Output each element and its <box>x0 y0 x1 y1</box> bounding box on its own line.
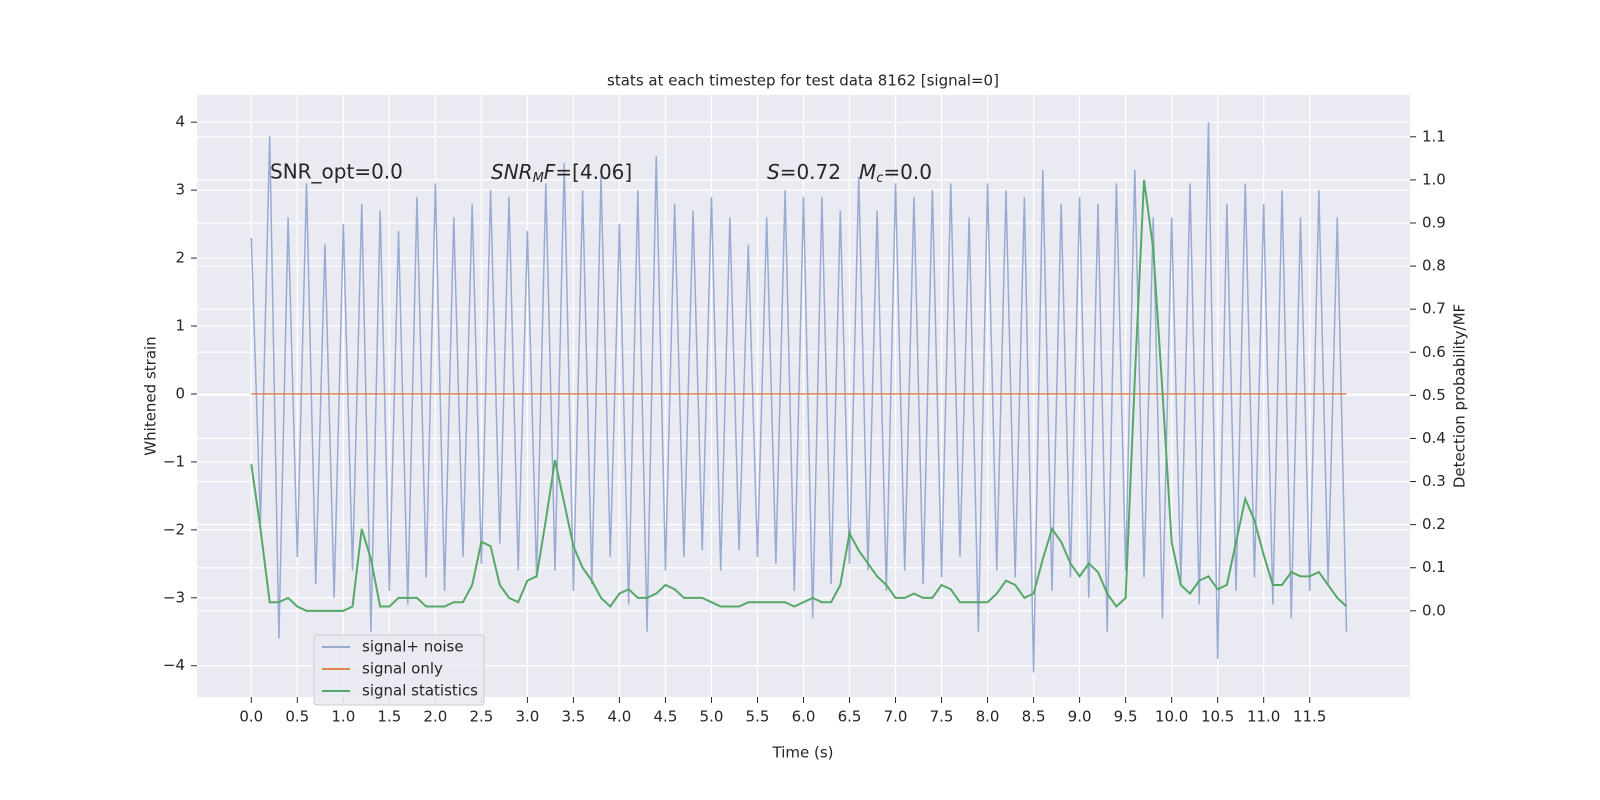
x-tick-label: 9.5 <box>1114 708 1138 726</box>
y2-tick-label: 1.0 <box>1422 170 1446 188</box>
y2-tick-label: 0.3 <box>1422 472 1446 490</box>
y2-tick-label: 1.1 <box>1422 127 1446 145</box>
y2-tick-label: 0.1 <box>1422 558 1446 576</box>
lines <box>250 122 1348 673</box>
annotation-part: c <box>876 171 883 186</box>
x-tick-label: 8.5 <box>1022 708 1046 726</box>
x-tick-label: 7.0 <box>884 708 908 726</box>
y-tick-label: 0 <box>175 384 185 402</box>
x-tick-label: 8.0 <box>976 708 1000 726</box>
axes: 0.0 0.5 1.0 1.5 2.0 2.5 3.0 3.5 4.0 4.5 5.0 5.5 6.0 6… <box>163 113 1446 726</box>
y2-tick-label: 0.5 <box>1422 386 1446 404</box>
y-tick-label: −2 <box>163 520 185 538</box>
x-tick-label: 6.0 <box>792 708 816 726</box>
annotation-part: =0.0 <box>883 160 932 184</box>
annotation-part: SNR <box>491 160 533 184</box>
x-tick-label: 0.5 <box>285 708 309 726</box>
y2-tick-label: 0.0 <box>1422 601 1446 619</box>
annotation: SNR_opt=0.0 <box>270 160 403 184</box>
series-line <box>250 179 1348 612</box>
y-tick-label: 1 <box>175 317 185 335</box>
x-tick-label: 4.0 <box>608 708 632 726</box>
x-tick-label: 6.5 <box>838 708 862 726</box>
y2-tick-label: 0.2 <box>1422 515 1446 533</box>
y2-tick-label: 0.7 <box>1422 300 1446 318</box>
legend-label: signal statistics <box>362 682 478 700</box>
annotation: Mc=0.0 <box>859 160 932 186</box>
x-tick-label: 2.5 <box>469 708 493 726</box>
annotations: SNR_opt=0.0 SNRMF=[4.06] S=0.72 Mc=0.0 <box>270 160 932 186</box>
legend-label: signal only <box>362 660 443 678</box>
y-tick-label: −4 <box>163 656 185 674</box>
y-axis-label: Whitened strain <box>142 336 160 455</box>
x-tick-label: 11.5 <box>1293 708 1326 726</box>
y2-tick-label: 0.4 <box>1422 429 1446 447</box>
x-tick-label: 10.0 <box>1155 708 1188 726</box>
annotation-part: =0.72 <box>780 160 841 184</box>
y2-axis-label: Detection probability/MF <box>1451 304 1469 488</box>
y-tick-label: 4 <box>175 113 185 131</box>
chart-title: stats at each timestep for test data 816… <box>607 72 999 90</box>
y-tick-label: 2 <box>175 249 185 267</box>
x-tick-label: 11.0 <box>1247 708 1280 726</box>
y-tick-label: 3 <box>175 181 185 199</box>
y2-tick-label: 0.8 <box>1422 257 1446 275</box>
annotation-part: =[4.06] <box>555 160 632 184</box>
x-tick-label: 2.0 <box>423 708 447 726</box>
annotation-part: F <box>544 160 556 184</box>
annotation: SNRMF=[4.06] <box>491 160 632 186</box>
annotation-part: M <box>533 171 544 186</box>
x-tick-label: 0.0 <box>239 708 263 726</box>
x-tick-label: 10.5 <box>1201 708 1234 726</box>
annotation-part: S <box>767 160 780 184</box>
x-tick-label: 7.5 <box>930 708 954 726</box>
x-tick-label: 1.5 <box>377 708 401 726</box>
x-tick-label: 3.0 <box>515 708 539 726</box>
legend-label: signal+ noise <box>362 638 464 656</box>
annotation: S=0.72 <box>767 160 841 184</box>
x-tick-label: 5.5 <box>746 708 770 726</box>
x-tick-label: 1.0 <box>331 708 355 726</box>
x-tick-label: 9.0 <box>1068 708 1092 726</box>
legend-box <box>313 634 485 706</box>
x-tick-label: 3.5 <box>561 708 585 726</box>
x-axis-label: Time (s) <box>772 744 834 762</box>
y2-tick-label: 0.6 <box>1422 343 1446 361</box>
y2-tick-label: 0.9 <box>1422 213 1446 231</box>
x-tick-label: 5.0 <box>700 708 724 726</box>
y-tick-label: −1 <box>163 452 185 470</box>
legend: signal+ noise signal only signal statistic… <box>313 634 485 706</box>
x-tick-label: 4.5 <box>654 708 678 726</box>
annotation-part: M <box>859 160 876 184</box>
y-tick-label: −3 <box>163 588 185 606</box>
